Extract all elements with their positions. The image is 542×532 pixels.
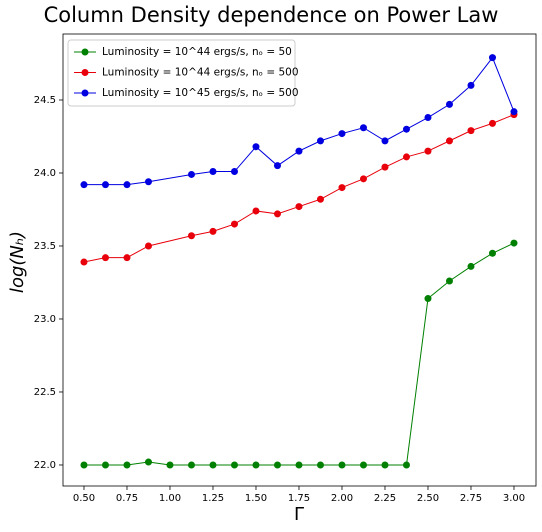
x-tick-label: 1.50 xyxy=(245,493,267,504)
plot-area: 0.50 0.75 1.00 1.25 1.50 1.75 2.00 2.25 2.50 2.75… xyxy=(34,54,525,504)
data-point xyxy=(467,127,475,135)
legend-label: Luminosity = 10^45 ergs/s, nₒ = 500 xyxy=(102,87,299,99)
data-point xyxy=(424,114,432,122)
data-point xyxy=(316,461,324,469)
y-axis-label: log(Nₕ) xyxy=(7,231,28,293)
data-point xyxy=(359,175,367,183)
data-point xyxy=(381,137,389,145)
x-axis-label: Γ xyxy=(294,504,304,525)
data-point xyxy=(381,461,389,469)
x-tick-label: 2.50 xyxy=(417,493,439,504)
data-point xyxy=(166,461,174,469)
data-point xyxy=(144,458,152,466)
data-point xyxy=(338,130,346,138)
data-point xyxy=(252,461,260,469)
x-tick-label: 3.00 xyxy=(503,493,525,504)
data-point xyxy=(123,461,131,469)
y-tick-label: 24.5 xyxy=(34,95,56,106)
data-point xyxy=(123,254,131,262)
data-point xyxy=(144,178,152,186)
data-point xyxy=(273,162,281,170)
data-point xyxy=(252,207,260,215)
data-point xyxy=(381,163,389,171)
data-point xyxy=(230,461,238,469)
legend-marker xyxy=(81,48,89,56)
data-point xyxy=(273,461,281,469)
data-point xyxy=(101,181,109,189)
x-tick-label: 2.00 xyxy=(331,493,353,504)
data-point xyxy=(445,277,453,285)
data-point xyxy=(488,249,496,257)
x-tick-label: 0.75 xyxy=(116,493,138,504)
data-point xyxy=(187,461,195,469)
data-point xyxy=(80,461,88,469)
data-point xyxy=(338,461,346,469)
data-point xyxy=(295,203,303,211)
legend: Luminosity = 10^44 ergs/s, nₒ = 50 Lumino… xyxy=(67,39,299,107)
data-point xyxy=(295,147,303,155)
data-point xyxy=(209,168,217,176)
data-point xyxy=(295,461,303,469)
axes-frame xyxy=(62,33,537,487)
data-point xyxy=(209,461,217,469)
x-tick-label: 1.75 xyxy=(288,493,310,504)
x-tick-label: 1.00 xyxy=(159,493,181,504)
data-point xyxy=(488,119,496,127)
data-point xyxy=(359,461,367,469)
data-point xyxy=(488,54,496,62)
x-tick-label: 0.50 xyxy=(73,493,95,504)
legend-label: Luminosity = 10^44 ergs/s, nₒ = 500 xyxy=(102,67,299,79)
data-point xyxy=(445,137,453,145)
data-point xyxy=(424,147,432,155)
y-tick-label: 24.0 xyxy=(34,168,56,179)
y-tick-label: 22.5 xyxy=(34,387,56,398)
legend-marker xyxy=(81,89,89,97)
data-point xyxy=(101,254,109,262)
data-point xyxy=(359,124,367,132)
data-point xyxy=(273,210,281,218)
data-point xyxy=(80,181,88,189)
data-point xyxy=(230,168,238,176)
data-point xyxy=(402,153,410,161)
data-point xyxy=(230,220,238,228)
data-point xyxy=(510,239,518,247)
legend-marker xyxy=(81,69,89,76)
legend-label: Luminosity = 10^44 ergs/s, nₒ = 50 xyxy=(102,46,292,58)
data-point xyxy=(316,195,324,203)
data-point xyxy=(209,227,217,235)
data-point xyxy=(424,295,432,303)
data-point xyxy=(80,258,88,266)
chart-title: Column Density dependence on Power Law xyxy=(44,3,499,27)
data-point xyxy=(467,262,475,270)
legend-box xyxy=(67,39,296,107)
series-line xyxy=(83,56,515,186)
data-point xyxy=(144,242,152,250)
data-point xyxy=(402,125,410,133)
data-point xyxy=(445,100,453,108)
data-point xyxy=(510,108,518,116)
data-point xyxy=(187,232,195,240)
y-tick-label: 23.5 xyxy=(34,241,56,252)
data-point xyxy=(187,170,195,178)
x-tick-label: 1.25 xyxy=(202,493,224,504)
x-tick-label: 2.25 xyxy=(374,493,396,504)
series-line xyxy=(83,114,515,263)
data-point xyxy=(123,181,131,189)
data-point xyxy=(467,81,475,89)
y-tick-label: 23.0 xyxy=(34,314,56,325)
data-point xyxy=(316,137,324,145)
y-tick-label: 22.0 xyxy=(34,460,56,471)
data-point xyxy=(101,461,109,469)
data-point xyxy=(402,461,410,469)
x-tick-label: 2.75 xyxy=(460,493,482,504)
data-point xyxy=(252,143,260,151)
data-point xyxy=(338,184,346,192)
